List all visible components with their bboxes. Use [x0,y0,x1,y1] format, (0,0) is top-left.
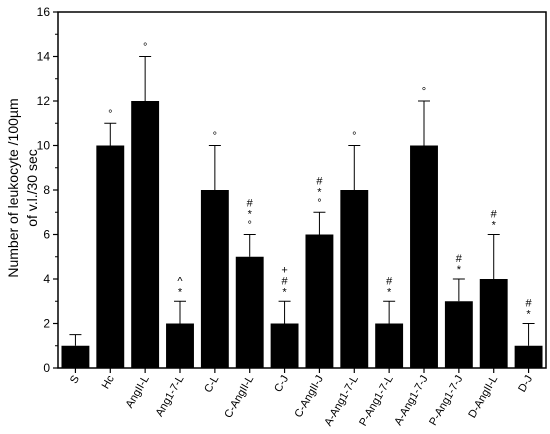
significance-marker: * [317,186,322,198]
significance-marker: # [316,175,323,187]
significance-marker: # [282,275,289,287]
significance-marker: # [247,198,254,210]
significance-marker: # [456,253,463,265]
x-tick-label: C-L [202,374,221,395]
x-tick-label: P-Ang1-7-L [357,374,396,429]
bar [305,234,334,368]
bar [410,145,438,368]
significance-marker: ° [213,131,217,143]
x-tick-label: P-Ang1-7-J [427,374,465,428]
significance-marker: # [491,209,498,221]
y-tick-label: 12 [37,94,51,108]
x-tick-label: C-J [272,374,291,395]
significance-marker: # [526,298,533,310]
significance-marker: * [457,264,462,276]
y-tick-label: 6 [43,228,50,242]
y-tick-label: 8 [43,183,50,197]
significance-marker: * [248,209,253,221]
significance-marker: * [178,286,183,298]
x-tick-label: C-AngII-L [222,374,256,421]
bar [61,345,90,368]
significance-marker: ° [422,86,426,98]
x-tick-label: A-Ang1-7-J [392,374,430,428]
bar [444,301,473,368]
bar [375,323,404,368]
significance-marker: ° [248,220,252,232]
significance-marker: + [281,264,287,276]
significance-marker: * [526,309,531,321]
significance-marker: ° [352,131,356,143]
y-tick-label: 0 [43,361,50,375]
y-tick-label: 4 [43,272,50,286]
axes: 0 2 4 6 8 10 12 14 16 [37,5,547,375]
bar [235,256,264,368]
category-labels: S Hc AngII-L Ang1-7-L C-L C-AngII-L C-J C-AngII… [68,373,535,428]
bar [514,345,543,368]
significance-marker: ° [108,108,112,120]
bar [96,145,125,368]
bar [166,323,194,368]
x-tick-label: A-Ang1-7-L [322,374,361,429]
x-tick-label: AngII-L [124,374,152,411]
significance-marker: * [282,286,287,298]
x-tick-label: S [68,374,82,386]
y-tick-label: 10 [37,139,51,153]
bar [270,323,299,368]
y-tick-label: 14 [37,50,51,64]
bar [340,190,369,368]
y-axis-label-line2: of v.l./30 sec [24,149,40,227]
significance-marker: ^ [177,275,183,287]
x-tick-label: Ang1-7-L [154,374,187,419]
significance-marker: # [386,275,393,287]
x-tick-label: D-J [516,374,535,395]
bars: °°^*°#*°+#*#*°°#*°#*#*#* [61,42,543,368]
y-tick-label: 16 [37,5,51,19]
bar [200,190,229,368]
y-tick-label: 2 [43,317,50,331]
bar [131,101,160,368]
significance-marker: ° [143,42,147,54]
y-axis-label-line1: Number of leukocyte /100µm [5,98,21,277]
significance-marker: * [387,286,392,298]
x-tick-label: Hc [100,373,117,391]
x-tick-label: C-AngII-J [292,374,326,420]
x-tick-label: D-AngII-L [466,374,500,421]
bar [479,279,508,368]
significance-marker: * [492,220,497,232]
significance-marker: ° [317,197,321,209]
